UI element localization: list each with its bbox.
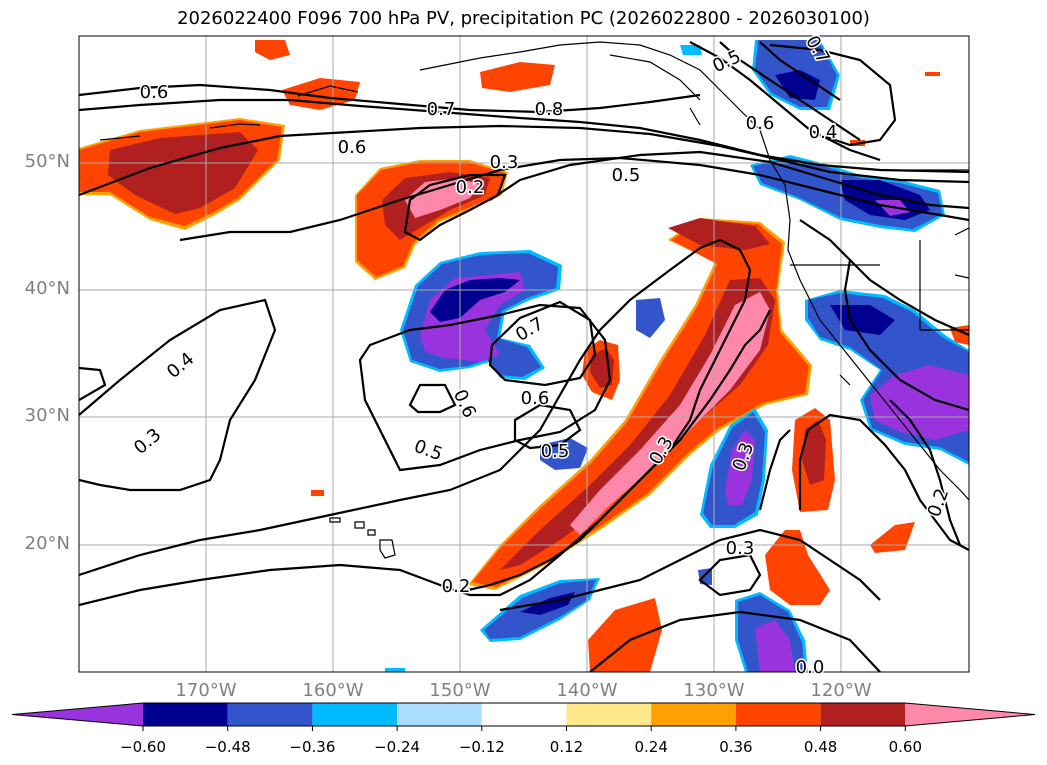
colorbar-swatch [481, 703, 567, 726]
precip-positive-area [870, 522, 915, 553]
lon-label: 170°W [175, 680, 237, 701]
lat-label: 40°N [24, 278, 70, 299]
colorbar-tick-label: −0.36 [289, 738, 336, 756]
hawaii-islands [329, 517, 396, 559]
colorbar-swatch [12, 703, 143, 726]
contour-label: 0.6 [521, 388, 550, 409]
colorbar-tick-label: −0.48 [204, 738, 251, 756]
precip-positive-area [255, 40, 290, 60]
colorbar-tick-label: −0.60 [120, 738, 166, 756]
precip-negative-area [385, 668, 405, 672]
contour-label: 0.2 [442, 576, 471, 597]
colorbar-swatch [143, 703, 228, 726]
lon-label: 130°W [683, 680, 745, 701]
lon-label: 140°W [556, 680, 618, 701]
colorbar-swatch [566, 703, 652, 726]
colorbar-swatch [651, 703, 736, 726]
map-title: 2026022400 F096 700 hPa PV, precipitatio… [177, 8, 870, 29]
graticule [79, 36, 969, 672]
precip-negative-area [830, 305, 895, 335]
lat-label: 30°N [24, 405, 70, 426]
lon-label: 160°W [302, 680, 364, 701]
precip-positive-area [802, 420, 826, 485]
colorbar-tick-label: 0.60 [888, 738, 922, 756]
colorbar-tick-label: −0.24 [374, 738, 421, 756]
precip-negative-area [775, 70, 820, 100]
contour-label: 0.4 [809, 122, 838, 143]
colorbar-swatch [820, 703, 906, 726]
lat-label: 50°N [24, 151, 70, 172]
precip-positive-area [668, 218, 770, 250]
contour-label: 0.6 [449, 386, 480, 421]
contour-label: 0.3 [490, 152, 519, 173]
precip-positive-area [925, 72, 940, 76]
contour-label: 0.3 [130, 424, 165, 458]
precip-negative-area [755, 620, 795, 672]
contour-label: 0.2 [456, 177, 485, 198]
contour-label: 0.0 [796, 657, 825, 678]
lat-label: 20°N [24, 533, 70, 554]
contour-label: 0.8 [535, 99, 564, 120]
contour-label: 0.7 [512, 313, 547, 346]
colorbar-swatch [905, 703, 1035, 726]
contour-label: 0.7 [427, 99, 456, 120]
precip-negative-area [725, 430, 755, 505]
precip-positive-area [405, 178, 480, 218]
contour-label: 0.5 [612, 165, 641, 186]
colorbar-swatch [312, 703, 398, 726]
precip-negative-area [870, 365, 969, 440]
precip-positive-area [108, 132, 258, 214]
precip-positive-area [765, 530, 830, 605]
precip-field [79, 40, 969, 672]
colorbar-swatch [735, 703, 821, 726]
colorbar-swatch [397, 703, 482, 726]
precip-negative-area [636, 298, 665, 338]
precip-negative-area [680, 45, 702, 55]
contour-label: 0.6 [746, 113, 775, 134]
pv-contours [79, 41, 969, 672]
contour-label: 0.5 [411, 436, 445, 466]
colorbar-swatch [227, 703, 313, 726]
precip-positive-area [588, 598, 662, 672]
colorbar-tick-label: −0.12 [458, 738, 505, 756]
map-frame [78, 35, 970, 673]
lon-label: 150°W [429, 680, 491, 701]
colorbar-tick-label: 0.12 [549, 738, 584, 756]
precip-negative-area [430, 278, 520, 322]
precip-negative-area [520, 592, 575, 615]
precip-positive-area [480, 62, 555, 92]
colorbar [11, 702, 1036, 731]
colorbar-tick-label: 0.36 [719, 738, 753, 756]
contour-label: 0.4 [163, 348, 198, 382]
precip-positive-area [570, 292, 770, 535]
contour-label: 0.6 [338, 137, 367, 158]
contour-label: 0.6 [140, 82, 169, 103]
precip-positive-area [500, 278, 775, 570]
contour-label: 0.3 [726, 538, 755, 559]
colorbar-tick-label: 0.24 [634, 738, 668, 756]
precip-positive-area [311, 490, 324, 496]
contour-label: 0.5 [541, 441, 570, 462]
lon-label: 120°W [810, 680, 872, 701]
colorbar-tick-label: 0.48 [803, 738, 838, 756]
